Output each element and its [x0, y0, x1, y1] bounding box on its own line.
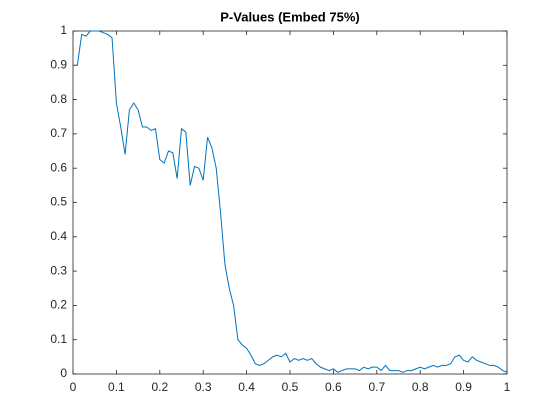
y-tick-label: 0.9 [50, 57, 67, 71]
x-tick-label: 0.5 [282, 380, 299, 394]
x-tick-label: 0.6 [325, 380, 342, 394]
x-tick-label: 0.2 [151, 380, 168, 394]
y-tick-label: 0.8 [50, 92, 67, 106]
y-tick-label: 0.7 [50, 126, 67, 140]
x-tick-label: 0.1 [108, 380, 125, 394]
x-tick-label: 0.8 [412, 380, 429, 394]
y-tick-label: 0.3 [50, 263, 67, 277]
x-tick-label: 0 [70, 380, 77, 394]
y-tick-label: 0.6 [50, 160, 67, 174]
y-tick-label: 0.2 [50, 298, 67, 312]
y-tick-label: 0.4 [50, 229, 67, 243]
axes-box [72, 30, 508, 375]
y-tick-label: 1 [60, 23, 67, 37]
x-tick-label: 0.7 [368, 380, 385, 394]
y-tick-label: 0.5 [50, 195, 67, 209]
x-tick-label: 1 [504, 380, 511, 394]
chart-title: P-Values (Embed 75%) [220, 9, 359, 24]
x-tick-label: 0.3 [195, 380, 212, 394]
y-tick-label: 0.1 [50, 332, 67, 346]
x-tick-label: 0.4 [238, 380, 255, 394]
line [73, 30, 508, 373]
x-tick-label: 0.9 [455, 380, 472, 394]
y-tick-label: 0 [60, 366, 67, 380]
